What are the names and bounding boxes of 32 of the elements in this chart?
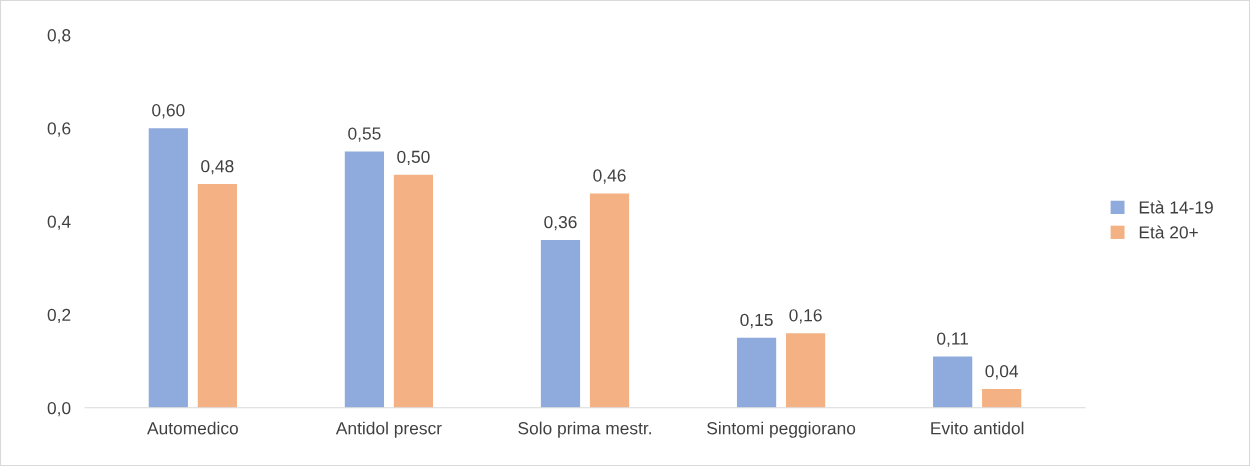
legend-label: Età 20+ <box>1139 225 1198 239</box>
x-tick-label: Evito antidol <box>931 421 1024 435</box>
bar <box>540 239 581 408</box>
x-tick-label: Solo prima mestr. <box>518 421 651 438</box>
x-tick-label: Antidol prescr <box>335 421 442 438</box>
bar <box>197 184 237 408</box>
data-label: 0,15 <box>740 313 773 329</box>
data-label: 0,46 <box>593 169 626 184</box>
bar <box>982 389 1022 408</box>
data-label: 0,36 <box>544 215 577 231</box>
x-tick-label: Sintomi peggiorano <box>707 421 856 438</box>
y-tick-label: 0,4 <box>47 215 71 230</box>
bar <box>589 193 630 408</box>
data-label: 0,16 <box>789 309 822 324</box>
bar <box>785 333 826 408</box>
data-label: 0,11 <box>937 332 969 347</box>
y-tick-label: 0,8 <box>47 29 71 44</box>
data-label: 0,50 <box>397 150 430 166</box>
y-tick-label: 0,6 <box>47 122 71 137</box>
y-tick-label: 0,0 <box>47 401 71 417</box>
data-label: 0,04 <box>985 365 1019 380</box>
legend-label: Età 14-19 <box>1139 200 1213 214</box>
bar <box>736 337 777 408</box>
bar <box>344 151 385 408</box>
bar <box>148 128 188 408</box>
data-label: 0,60 <box>152 104 185 119</box>
x-tick-label: Automedico <box>147 421 238 435</box>
y-tick-label: 0,2 <box>47 308 71 324</box>
bar <box>393 174 434 408</box>
bar <box>933 356 973 408</box>
data-label: 0,55 <box>348 127 381 142</box>
data-label: 0,48 <box>201 160 234 175</box>
